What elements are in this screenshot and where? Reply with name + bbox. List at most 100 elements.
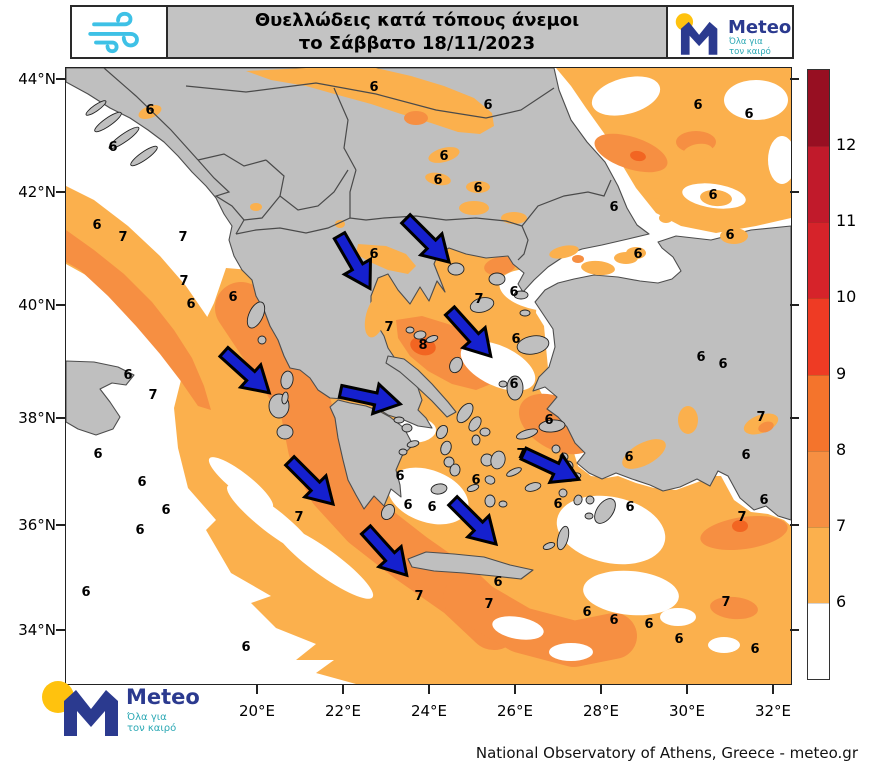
- wind-arrow: [399, 212, 452, 265]
- logo-tagline: Όλα για τον καιρό: [729, 37, 771, 57]
- island: [498, 500, 508, 508]
- beaufort-value-label: 6: [108, 140, 117, 155]
- wind-arrow-shape: [446, 494, 499, 547]
- wind-icon: [88, 11, 139, 54]
- country-border: [265, 159, 349, 211]
- wind-area-6-7-land: [356, 244, 416, 274]
- wind-area-7-8-land: [758, 421, 774, 433]
- land-pelop: [329, 399, 414, 510]
- country-border: [333, 87, 357, 171]
- island: [558, 488, 568, 498]
- wind-area-6-7-land: [638, 176, 682, 200]
- island: [85, 100, 107, 116]
- beaufort-value-label: 7: [756, 410, 765, 425]
- country-border: [197, 153, 267, 167]
- wind-area-6-7-land: [250, 203, 262, 211]
- lat-tick-right: [790, 191, 799, 193]
- logo-tagline-2: τον καιρό: [127, 722, 176, 734]
- lat-axis-label: 40°N: [18, 296, 56, 314]
- lon-tick: [342, 684, 344, 694]
- beaufort-value-label: 6: [493, 575, 502, 590]
- wind-area-7-8: [484, 256, 516, 276]
- island: [280, 370, 294, 390]
- calm-sea-area: [660, 608, 696, 626]
- beaufort-value-label: 6: [609, 200, 618, 215]
- calm-sea-area: [724, 80, 788, 120]
- wind-area-7-8-land: [572, 255, 584, 263]
- lat-axis-label: 38°N: [18, 409, 56, 427]
- beaufort-value-label: 6: [633, 247, 642, 262]
- beaufort-value-label: 7: [148, 388, 157, 403]
- lon-tick: [256, 684, 258, 694]
- island: [456, 402, 474, 424]
- wind-arrow-shape: [519, 446, 582, 485]
- beaufort-value-label: 7: [721, 595, 730, 610]
- calm-sea-area: [708, 637, 740, 653]
- title-line-1: Θυελλώδεις κατά τόπους άνεμοι: [254, 9, 580, 31]
- wind-arrow: [332, 230, 373, 291]
- lon-axis-label: 24°E: [410, 702, 448, 720]
- lat-tick: [56, 304, 65, 306]
- country-border: [521, 179, 612, 227]
- wind-area-6-7-land: [466, 181, 490, 193]
- beaufort-value-label: 6: [624, 450, 633, 465]
- beaufort-value-label: 7: [179, 274, 188, 289]
- lat-axis-label: 44°N: [18, 70, 56, 88]
- island: [398, 448, 408, 456]
- country-border: [349, 169, 357, 218]
- wind-area-6-7-land: [683, 143, 713, 161]
- logo-brand-text: Meteo: [126, 685, 200, 709]
- colorbar-segment: [808, 526, 829, 603]
- wind-area-7-8-land: [404, 111, 428, 125]
- logo-tagline-1: Όλα για: [126, 711, 167, 723]
- wind-area-6-7-land: [659, 213, 673, 223]
- calm-sea-area: [768, 136, 791, 184]
- island: [516, 428, 538, 440]
- island: [488, 272, 506, 286]
- colorbar-label: 6: [836, 591, 847, 611]
- lat-axis-label: 34°N: [18, 621, 56, 639]
- beaufort-value-label: 7: [484, 597, 493, 612]
- wind-arrow-shape: [337, 381, 404, 416]
- beaufort-value-label: 6: [759, 493, 768, 508]
- beaufort-value-label: 6: [161, 503, 170, 518]
- lat-tick-right: [790, 417, 799, 419]
- beaufort-value-label: 6: [135, 523, 144, 538]
- colorbar-label: 8: [836, 439, 847, 459]
- beaufort-value-label: 6: [433, 173, 442, 188]
- island: [490, 450, 506, 470]
- lon-axis-label: 20°E: [238, 702, 276, 720]
- beaufort-value-label: 6: [708, 188, 717, 203]
- header-bar: Θυελλώδεις κατά τόπους άνεμοι το Σάββατο…: [70, 5, 794, 59]
- colorbar-segment: [808, 70, 829, 147]
- colorbar-segment: [808, 222, 829, 299]
- beaufort-value-label: 6: [471, 473, 480, 488]
- island: [519, 309, 531, 317]
- wind-arrow-shape: [443, 304, 493, 359]
- logo-m-shape: [680, 21, 718, 55]
- calm-sea-area: [556, 495, 666, 565]
- beaufort-value-label: 6: [92, 218, 101, 233]
- island: [257, 335, 267, 345]
- calm-sea-area: [549, 643, 593, 661]
- beaufort-value-label: 6: [725, 228, 734, 243]
- meteo-logo-header: Meteo Όλα για τον καιρό: [666, 7, 792, 57]
- wind-glyph-box: [72, 7, 168, 57]
- calm-sea-area: [387, 467, 469, 525]
- calm-sea-area: [591, 76, 661, 116]
- colorbar-segment: [808, 450, 829, 527]
- lat-axis-label: 36°N: [18, 516, 56, 534]
- lon-axis-label: 28°E: [582, 702, 620, 720]
- beaufort-value-label: 7: [474, 292, 483, 307]
- lon-axis-label: 22°E: [324, 702, 362, 720]
- wind-area-8-9: [630, 150, 646, 162]
- title-line-2: το Σάββατο 18/11/2023: [298, 33, 536, 54]
- beaufort-value-label: 6: [81, 585, 90, 600]
- wind-arrow: [283, 454, 336, 507]
- lon-axis-label: 30°E: [668, 702, 706, 720]
- wind-area-6-7-land: [700, 189, 732, 207]
- lon-tick: [428, 684, 430, 694]
- island: [466, 484, 480, 492]
- beaufort-value-label: 6: [137, 475, 146, 490]
